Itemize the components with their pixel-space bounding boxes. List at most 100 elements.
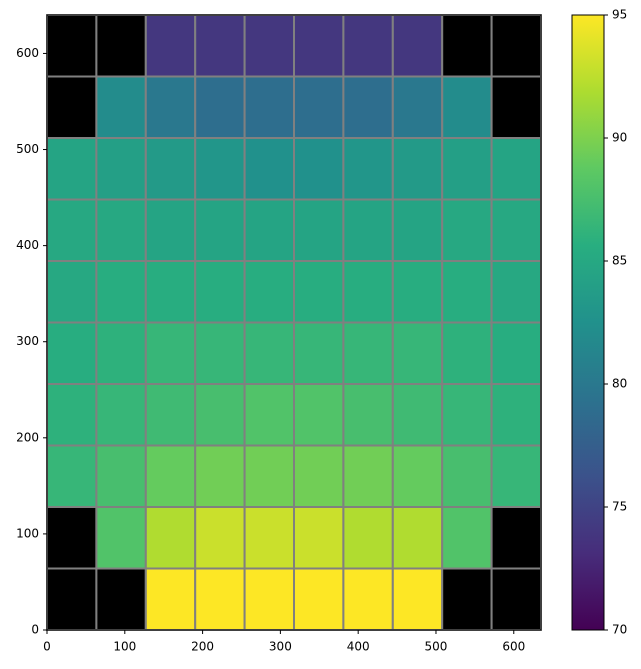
y-tick-label: 300: [16, 334, 39, 348]
heat-cell: [194, 198, 246, 262]
heat-cell: [243, 321, 296, 385]
heat-cell: [243, 567, 296, 631]
heat-cell: [441, 14, 493, 78]
heat-cell: [243, 506, 296, 570]
heat-cell: [194, 506, 246, 570]
heat-cell: [95, 260, 147, 324]
colorbar-tick-label: 95: [612, 8, 627, 22]
heat-cell: [95, 75, 147, 139]
heat-cell: [243, 444, 296, 508]
heat-cell: [293, 506, 345, 570]
heat-cell: [243, 260, 296, 324]
heat-cell: [391, 321, 444, 385]
heat-cell: [46, 444, 98, 508]
y-tick-label: 100: [16, 526, 39, 540]
heat-cell: [243, 137, 296, 201]
x-tick-label: 400: [347, 640, 370, 654]
y-tick-label: 200: [16, 430, 39, 444]
heat-cell: [293, 75, 345, 139]
heat-cell: [293, 383, 345, 447]
heat-cell: [144, 444, 197, 508]
heat-cell: [490, 75, 543, 139]
y-tick-label: 400: [16, 238, 39, 252]
heat-cell: [46, 75, 98, 139]
x-tick-label: 0: [43, 640, 51, 654]
heat-cell: [194, 260, 246, 324]
heat-cell: [293, 198, 345, 262]
heat-cell: [342, 321, 394, 385]
heat-cell: [391, 260, 444, 324]
heat-cell: [342, 506, 394, 570]
heat-cell: [95, 444, 147, 508]
heat-cell: [144, 321, 197, 385]
heat-cell: [46, 14, 98, 78]
heat-cell: [490, 444, 543, 508]
heat-cell: [342, 14, 394, 78]
heat-cell: [95, 14, 147, 78]
heat-cell: [441, 75, 493, 139]
heat-cell: [194, 321, 246, 385]
heat-cell: [95, 321, 147, 385]
heat-cell: [144, 506, 197, 570]
heat-cell: [46, 567, 98, 631]
heat-cell: [144, 75, 197, 139]
heat-cell: [293, 321, 345, 385]
colorbar-tick-label: 75: [612, 500, 627, 514]
y-tick-label: 600: [16, 46, 39, 60]
heat-cell: [342, 383, 394, 447]
heat-cell: [144, 137, 197, 201]
heat-cell: [391, 137, 444, 201]
x-tick-label: 100: [113, 640, 136, 654]
heat-cell: [144, 260, 197, 324]
colorbar-tick-label: 80: [612, 377, 627, 391]
heat-cell: [194, 75, 246, 139]
heat-cell: [490, 567, 543, 631]
heat-cell: [144, 14, 197, 78]
heat-cell: [490, 383, 543, 447]
heat-cell: [342, 75, 394, 139]
colorbar-tick-label: 85: [612, 254, 627, 268]
heat-cell: [490, 14, 543, 78]
heat-cell: [95, 506, 147, 570]
heat-cell: [243, 14, 296, 78]
heat-cell: [293, 444, 345, 508]
y-tick-label: 0: [31, 623, 39, 637]
heat-cell: [46, 198, 98, 262]
heat-cell: [441, 321, 493, 385]
heat-cell: [490, 198, 543, 262]
heat-cell: [441, 444, 493, 508]
heat-cell: [46, 383, 98, 447]
plot-frame: [46, 14, 542, 631]
heat-cell: [391, 75, 444, 139]
heat-cell: [342, 567, 394, 631]
heat-cell: [95, 383, 147, 447]
heat-cell: [391, 198, 444, 262]
heat-cell: [293, 567, 345, 631]
heat-cell: [391, 383, 444, 447]
heat-cell: [46, 260, 98, 324]
heat-cell: [243, 75, 296, 139]
heat-cell: [293, 260, 345, 324]
colorbar-tick-label: 90: [612, 131, 627, 145]
heat-cell: [243, 198, 296, 262]
heat-cell: [46, 506, 98, 570]
heat-cell: [441, 198, 493, 262]
heat-cell: [391, 567, 444, 631]
heat-cell: [194, 444, 246, 508]
heat-cell: [95, 198, 147, 262]
heat-cell: [441, 137, 493, 201]
colorbar-tick-label: 70: [612, 623, 627, 637]
heat-cell: [243, 383, 296, 447]
heat-cell: [391, 14, 444, 78]
heat-cell: [490, 137, 543, 201]
heat-cell: [441, 567, 493, 631]
heat-cell: [194, 383, 246, 447]
heat-cell: [46, 137, 98, 201]
heat-cell: [441, 383, 493, 447]
y-tick-label: 500: [16, 142, 39, 156]
heat-cell: [293, 137, 345, 201]
heat-cell: [441, 260, 493, 324]
heat-cell: [144, 383, 197, 447]
heat-cell: [342, 260, 394, 324]
